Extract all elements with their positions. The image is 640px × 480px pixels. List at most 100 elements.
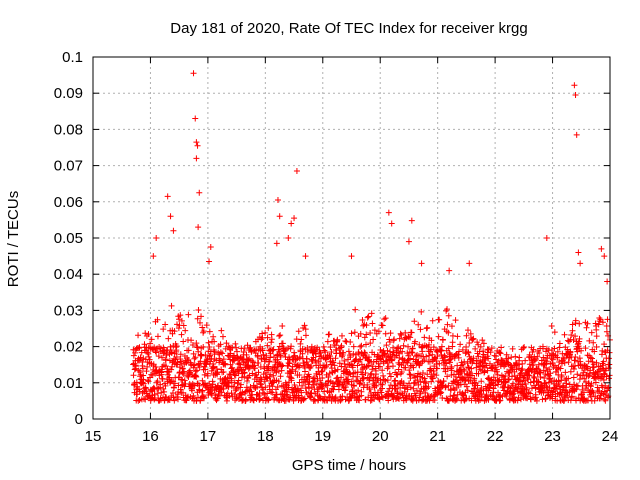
- data-point: [391, 336, 398, 343]
- data-point: [274, 356, 281, 363]
- data-point: [554, 366, 561, 373]
- data-point: [229, 364, 236, 371]
- data-point: [178, 317, 185, 324]
- data-point: [421, 375, 428, 382]
- data-point: [194, 315, 201, 322]
- data-point: [139, 358, 146, 365]
- data-point: [427, 367, 434, 374]
- data-point: [426, 341, 433, 348]
- data-point: [542, 371, 549, 378]
- data-point: [585, 373, 592, 380]
- data-point: [368, 310, 375, 317]
- y-tick-label: 0.04: [54, 266, 83, 283]
- data-point: [463, 383, 470, 390]
- data-point: [140, 380, 147, 387]
- data-point: [202, 366, 209, 373]
- data-point: [384, 360, 391, 367]
- data-point: [302, 368, 309, 375]
- data-point: [268, 388, 275, 395]
- data-point: [260, 351, 267, 358]
- data-point: [424, 371, 431, 378]
- data-point: [173, 353, 180, 360]
- outlier-point: [385, 209, 392, 216]
- data-point: [348, 330, 355, 337]
- data-point: [324, 338, 331, 345]
- data-point: [385, 363, 392, 370]
- data-point: [448, 367, 455, 374]
- data-point: [235, 377, 242, 384]
- data-point: [452, 373, 459, 380]
- data-point: [350, 343, 357, 350]
- data-point: [305, 371, 312, 378]
- data-point: [345, 348, 352, 355]
- data-point: [408, 329, 415, 336]
- data-point: [387, 330, 394, 337]
- outlier-point: [571, 82, 578, 89]
- ticks-layer: 15 16 17 18 19 20 21 22 23 24 0 0.01 0.02 0.03 0.04 0.0…: [54, 49, 619, 445]
- data-point: [449, 332, 456, 339]
- data-point: [434, 365, 441, 372]
- data-point: [208, 390, 215, 397]
- data-point: [185, 373, 192, 380]
- data-point: [429, 317, 436, 324]
- data-point: [263, 374, 270, 381]
- data-point: [554, 348, 561, 355]
- data-point: [451, 392, 458, 399]
- data-point: [163, 352, 170, 359]
- data-point: [171, 384, 178, 391]
- data-point: [191, 355, 198, 362]
- data-point: [208, 367, 215, 374]
- data-point: [562, 369, 569, 376]
- data-point: [588, 329, 595, 336]
- data-point: [218, 327, 225, 334]
- data-point: [506, 369, 513, 376]
- data-point: [279, 322, 286, 329]
- data-point: [389, 357, 396, 364]
- data-point: [197, 351, 204, 358]
- data-point: [169, 363, 176, 370]
- data-point: [394, 371, 401, 378]
- data-point: [185, 347, 192, 354]
- data-point: [330, 386, 337, 393]
- data-point: [548, 322, 555, 329]
- data-point: [174, 396, 181, 403]
- data-point: [407, 334, 414, 341]
- data-point: [227, 350, 234, 357]
- data-point: [365, 362, 372, 369]
- data-point: [313, 380, 320, 387]
- data-point: [395, 366, 402, 373]
- outlier-point: [543, 235, 550, 241]
- data-point: [169, 390, 176, 397]
- data-point: [319, 374, 326, 381]
- data-point: [155, 353, 162, 360]
- outlier-point: [196, 189, 203, 196]
- data-point: [542, 395, 549, 402]
- data-point: [416, 394, 423, 401]
- data-point: [471, 386, 478, 393]
- data-point: [327, 344, 334, 351]
- data-point: [453, 396, 460, 403]
- outlier-point: [153, 235, 160, 241]
- data-point: [296, 371, 303, 378]
- x-tick-label: 21: [429, 428, 446, 445]
- data-point: [519, 365, 526, 372]
- data-point: [135, 397, 142, 404]
- data-point: [269, 389, 276, 396]
- data-point: [438, 389, 445, 396]
- data-point: [265, 396, 272, 403]
- data-point: [171, 380, 178, 387]
- data-point: [475, 370, 482, 377]
- data-point: [244, 386, 251, 393]
- data-point: [484, 367, 491, 374]
- data-point: [215, 382, 222, 389]
- data-point: [145, 378, 152, 385]
- data-point: [455, 354, 462, 361]
- data-point: [384, 377, 391, 384]
- data-point: [245, 357, 252, 364]
- data-point: [508, 354, 515, 361]
- data-point: [564, 337, 571, 344]
- data-point: [417, 326, 424, 333]
- outlier-point: [288, 220, 295, 227]
- data-point: [289, 366, 296, 373]
- data-point: [599, 319, 606, 326]
